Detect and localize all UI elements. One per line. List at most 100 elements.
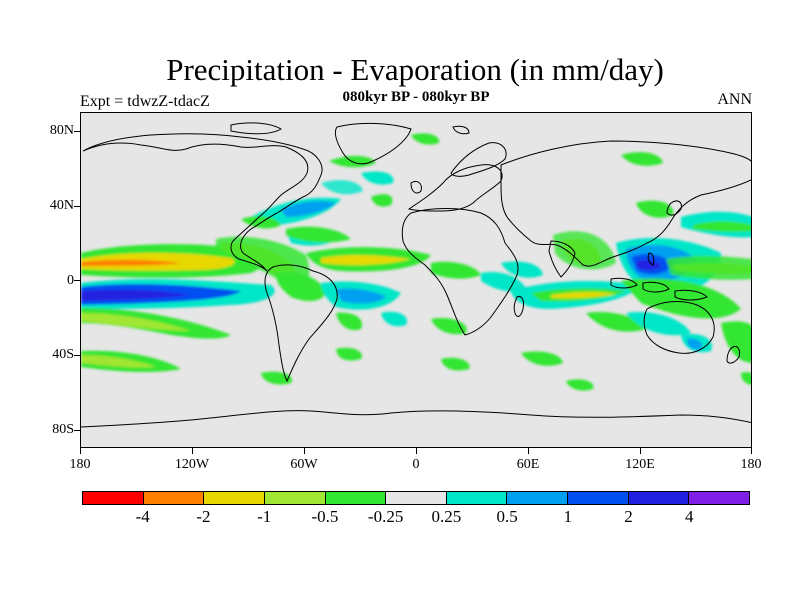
- coastlines: [81, 122, 751, 428]
- greenland-sea-green: [411, 133, 440, 145]
- chart-title: Precipitation - Evaporation (in mm/day): [166, 52, 664, 87]
- legend-label: 0.5: [496, 507, 518, 526]
- west-pacific-indigo: [637, 259, 661, 270]
- south-atlantic-green: [336, 312, 362, 331]
- xtick-mark: [640, 448, 641, 454]
- legend-label: 2: [624, 507, 633, 526]
- north-atlantic-blue: [281, 201, 336, 217]
- xtick-label: 0: [412, 457, 420, 472]
- south-indian-green: [586, 311, 646, 332]
- xtick-mark: [528, 448, 529, 454]
- ytick-label: 0: [67, 273, 74, 288]
- south-africa-green: [431, 317, 467, 335]
- north-pacific-green: [666, 255, 751, 280]
- congo-cyan: [481, 271, 526, 292]
- coast-indonesia-2: [642, 281, 670, 293]
- xtick-mark: [416, 448, 417, 454]
- xtick-label: 180: [740, 457, 762, 472]
- coast-asia: [500, 140, 751, 267]
- xtick-mark: [751, 448, 752, 454]
- ytick-mark: [74, 206, 80, 207]
- subpolar-atlantic-green-2: [371, 194, 393, 207]
- coast-japan: [666, 200, 682, 216]
- season-label: ANN: [717, 91, 752, 108]
- coast-north-america: [82, 133, 323, 272]
- southern-ocean-green-4: [441, 357, 470, 371]
- legend-label: 0.25: [431, 507, 462, 526]
- coast-arctic-islands: [230, 122, 282, 135]
- legend-swatch: [143, 492, 205, 504]
- south-atlantic-blue: [336, 288, 386, 304]
- southern-ocean-green-5: [741, 372, 751, 385]
- coast-antarctica: [81, 410, 751, 428]
- sw-pacific-blue: [687, 338, 703, 350]
- gulf-of-guinea-green: [431, 261, 481, 279]
- legend-swatch: [446, 492, 508, 504]
- japan-green: [636, 200, 674, 218]
- legend-swatch: [204, 492, 265, 504]
- south-atlantic-green-2: [381, 311, 407, 327]
- chart-subtitle: 080kyr BP - 080kyr BP: [342, 89, 490, 105]
- spcz-yellow: [81, 313, 191, 331]
- legend-label: -0.5: [311, 507, 339, 526]
- coast-svalbard: [452, 125, 470, 135]
- southern-ocean-yellow-1: [81, 355, 156, 368]
- coast-greenland: [334, 122, 412, 165]
- field-shading: [81, 133, 751, 391]
- legend-label: 1: [563, 507, 573, 526]
- coast-india: [548, 240, 576, 278]
- subpolar-atlantic-cyan: [361, 171, 394, 185]
- southern-ocean-green-2: [261, 371, 292, 385]
- legend-label: -4: [135, 507, 150, 526]
- indian-ocean-yellow: [551, 291, 616, 299]
- legend-swatch: [568, 492, 629, 504]
- legend-swatch: [83, 492, 144, 504]
- xtick-label: 180: [69, 457, 91, 472]
- coast-south-america: [264, 264, 338, 383]
- arabian-sea-cyan: [501, 261, 543, 278]
- coast-indonesia-1: [610, 277, 638, 289]
- experiment-label: Expt = tdwzZ-tdacZ: [80, 93, 210, 110]
- legend-swatch: [628, 492, 690, 504]
- legend-label: -2: [196, 507, 211, 526]
- legend-swatch: [264, 492, 326, 504]
- coast-europe: [407, 164, 503, 212]
- north-pacific-green-2: [693, 221, 751, 232]
- xtick-label: 120W: [174, 457, 210, 472]
- ytick-mark: [74, 430, 80, 431]
- coast-africa: [401, 208, 519, 336]
- legend-label: -1: [257, 507, 272, 526]
- legend-swatch: [507, 492, 569, 504]
- ytick-label: 40N: [49, 198, 74, 213]
- coast-madagascar: [513, 296, 524, 317]
- south-pacific-indigo: [81, 289, 191, 301]
- australia-green: [626, 311, 691, 336]
- siberia-green: [621, 152, 663, 166]
- color-legend-bar: [82, 491, 750, 505]
- coast-australia: [643, 301, 715, 354]
- south-indian-green-2: [521, 351, 563, 366]
- southern-indian-green: [566, 379, 594, 391]
- ytick-mark: [74, 280, 80, 281]
- coast-new-guinea: [674, 289, 708, 301]
- map-plot-area: [80, 112, 752, 448]
- sw-pacific-green: [721, 321, 751, 363]
- itcz-east-pacific-orange: [81, 259, 181, 266]
- ytick-label: 80N: [49, 123, 74, 138]
- atlantic-itcz-yellow: [321, 255, 411, 266]
- legend-swatch: [689, 492, 750, 504]
- legend-swatch: [386, 492, 447, 504]
- coast-new-zealand: [726, 346, 740, 364]
- precip-evap-map: [81, 122, 751, 428]
- xtick-mark: [80, 448, 81, 454]
- southern-ocean-green-3: [336, 347, 362, 361]
- xtick-label: 120E: [625, 457, 655, 472]
- bay-of-bengal-green: [553, 231, 616, 270]
- ytick-mark: [74, 131, 80, 132]
- xtick-mark: [192, 448, 193, 454]
- north-atlantic-green-2: [321, 180, 363, 195]
- brazil-green: [276, 271, 326, 302]
- xtick-mark: [304, 448, 305, 454]
- maritime-continent-green: [621, 278, 741, 319]
- xtick-label: 60E: [516, 457, 540, 472]
